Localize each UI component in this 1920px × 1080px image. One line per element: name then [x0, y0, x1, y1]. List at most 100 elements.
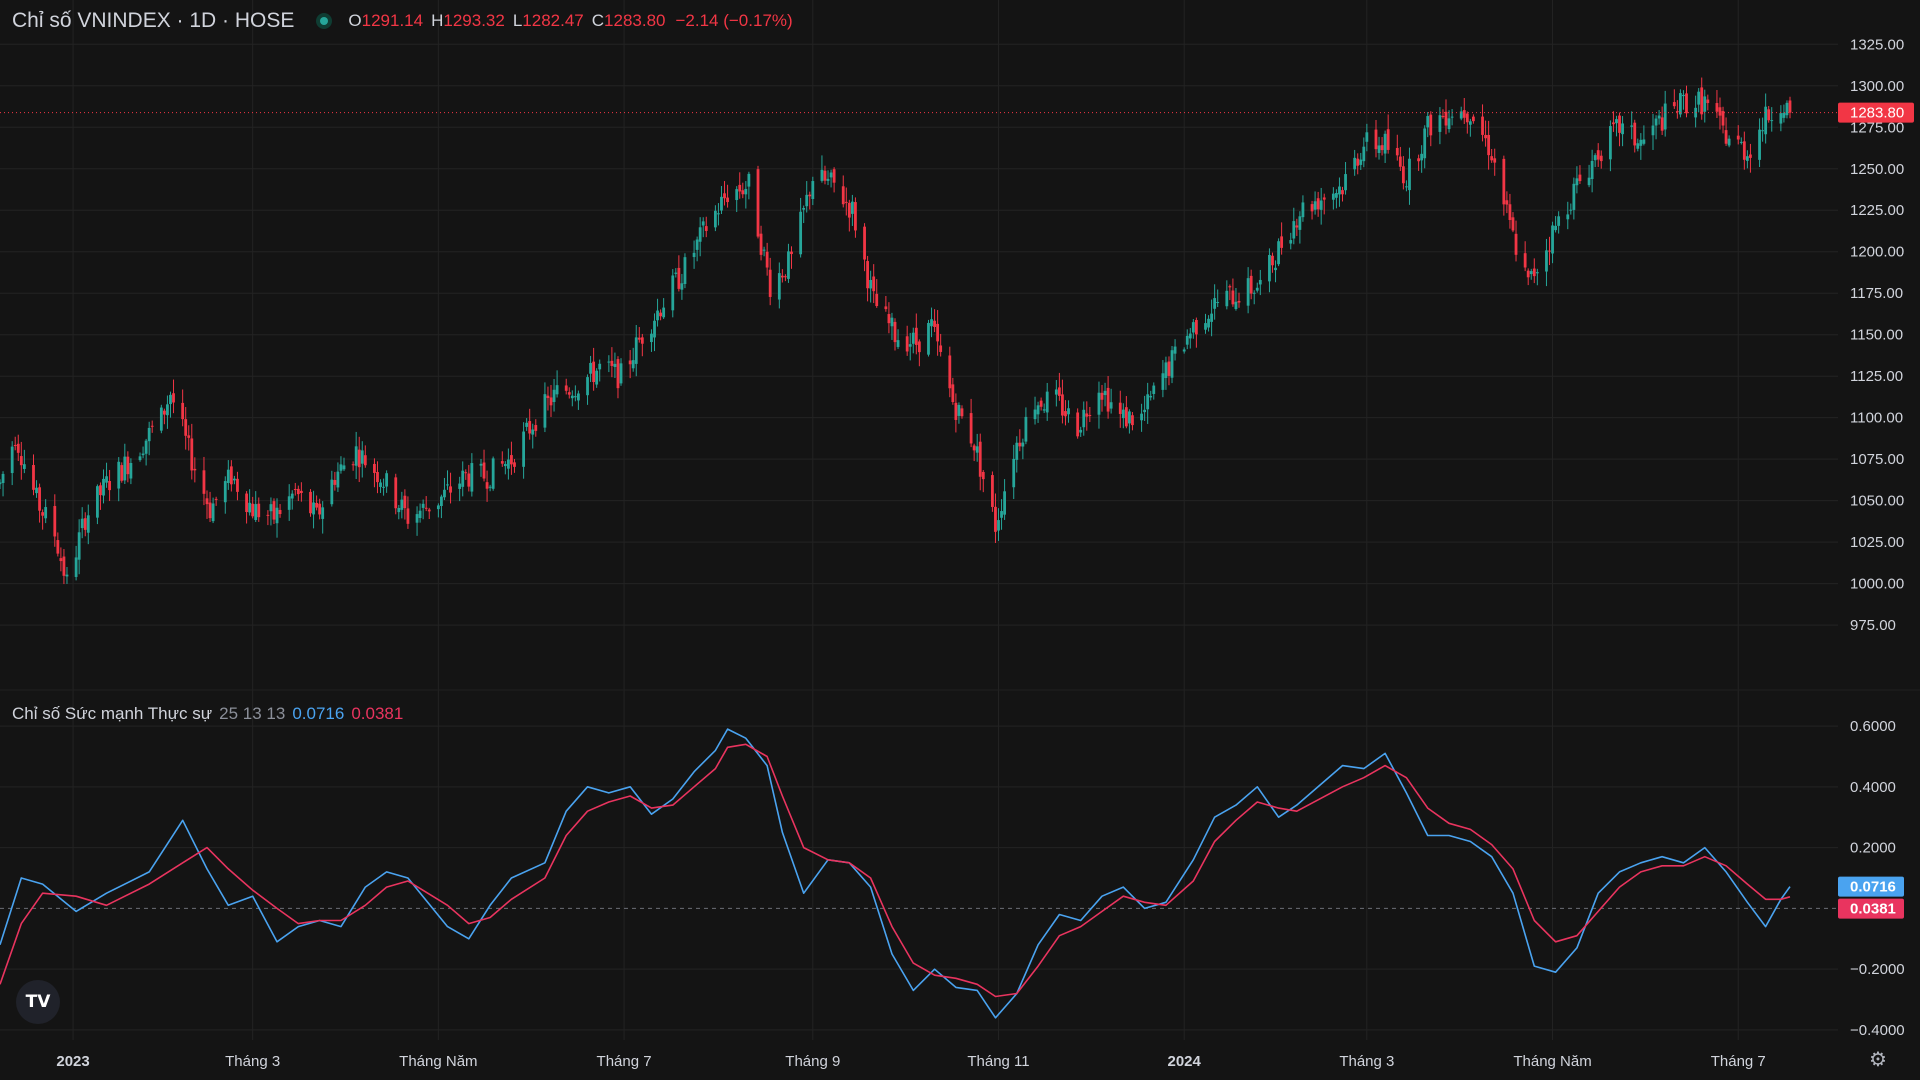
candle-body	[1697, 91, 1701, 105]
candle-body	[1749, 154, 1752, 158]
candle-body	[223, 481, 227, 503]
candle-body	[1715, 103, 1719, 112]
candle-body	[1255, 287, 1259, 291]
price-axis-tick: 975.00	[1850, 617, 1896, 634]
candle-body	[272, 501, 276, 520]
candle-body	[1557, 216, 1561, 226]
candle-body	[805, 194, 809, 207]
candle-body	[1660, 117, 1664, 131]
candle-body	[41, 512, 45, 516]
candle-body	[741, 190, 745, 195]
candle-body	[251, 503, 255, 517]
candle-body	[820, 169, 824, 181]
candle-body	[1450, 116, 1454, 118]
candle-body	[1575, 178, 1579, 186]
candle-body	[1252, 292, 1256, 294]
candle-body	[266, 514, 270, 516]
candle-body	[1057, 387, 1061, 396]
candle-body	[1727, 138, 1731, 146]
candle-body	[738, 184, 742, 192]
candle-body	[44, 507, 48, 519]
candle-body	[1386, 129, 1390, 150]
x-tick-label: 2023	[56, 1053, 89, 1070]
candle-body	[1441, 116, 1445, 118]
tradingview-logo-icon[interactable]: TV	[16, 980, 60, 1024]
gear-icon[interactable]: ⚙	[1869, 1049, 1887, 1071]
candle-body	[1131, 415, 1134, 426]
signal-value: 0.0381	[351, 704, 404, 723]
candle-body	[1277, 241, 1280, 265]
candle-body	[1636, 143, 1640, 149]
candle-body	[1182, 349, 1186, 352]
candle-body	[863, 226, 866, 260]
candle-body	[1268, 254, 1271, 282]
candle-body	[640, 337, 644, 344]
candle-body	[1149, 395, 1153, 398]
candle-body	[1191, 322, 1195, 333]
indicator-name[interactable]: Chỉ số Sức mạnh Thực sự	[12, 704, 213, 723]
candle-body	[1408, 158, 1411, 191]
candle-body	[890, 317, 894, 327]
candle-body	[1185, 335, 1189, 345]
candle-body	[1353, 157, 1357, 170]
candle-body	[1380, 145, 1384, 151]
candle-body	[656, 310, 659, 321]
change-value: −2.14 (−0.17%)	[675, 11, 793, 30]
candle-body	[1545, 250, 1548, 272]
candle-body	[485, 482, 489, 489]
x-tick-label: Tháng 3	[225, 1053, 280, 1070]
candle-body	[787, 251, 790, 279]
candle-body	[1694, 107, 1698, 118]
candle-body	[500, 461, 504, 464]
candle-body	[1426, 116, 1430, 128]
candle-body	[762, 249, 766, 251]
candle-body	[1529, 271, 1533, 275]
candle-body	[981, 471, 985, 480]
candle-body	[1572, 183, 1576, 210]
candle-body	[443, 489, 446, 498]
candle-body	[1161, 373, 1165, 390]
candle-body	[1651, 125, 1655, 136]
candle-body	[1599, 155, 1603, 162]
candle-body	[342, 465, 346, 470]
candle-body	[159, 407, 163, 431]
x-tick-label: Tháng 7	[597, 1053, 652, 1070]
last-price-tag	[1838, 102, 1914, 123]
x-tick-label: Tháng Năm	[399, 1053, 477, 1070]
candle-body	[382, 486, 385, 488]
candle-body	[1152, 385, 1156, 394]
candle-body	[373, 463, 376, 473]
candle-body	[671, 275, 675, 311]
candle-body	[193, 468, 197, 471]
high-value: 1293.32	[443, 11, 505, 30]
candle-body	[954, 402, 958, 420]
candle-body	[1612, 122, 1615, 125]
candle-body	[1587, 177, 1591, 186]
candle-body	[1420, 153, 1424, 161]
candle-body	[406, 508, 410, 524]
candle-body	[1085, 413, 1089, 417]
candle-body	[440, 496, 443, 506]
candle-body	[1514, 233, 1518, 255]
candle-body	[1274, 267, 1277, 271]
candle-body	[1703, 96, 1707, 112]
candle-body	[1128, 411, 1131, 424]
candle-body	[1362, 146, 1366, 162]
symbol-title[interactable]: Chỉ số VNINDEX · 1D · HOSE	[12, 9, 295, 32]
candle-body	[1228, 286, 1232, 288]
candle-body	[1054, 389, 1058, 395]
candle-body	[403, 495, 407, 509]
candle-body	[933, 320, 936, 327]
x-tick-label: Tháng 7	[1711, 1053, 1766, 1070]
candle-body	[147, 427, 151, 442]
candle-body	[1490, 156, 1494, 161]
candle-body	[832, 169, 836, 183]
candle-body	[339, 464, 343, 471]
candle-body	[1569, 209, 1573, 211]
signal-line	[0, 743, 1791, 998]
candle-body	[1395, 147, 1399, 156]
candle-body	[552, 389, 556, 402]
candle-body	[1082, 409, 1086, 428]
candle-body	[854, 202, 857, 231]
